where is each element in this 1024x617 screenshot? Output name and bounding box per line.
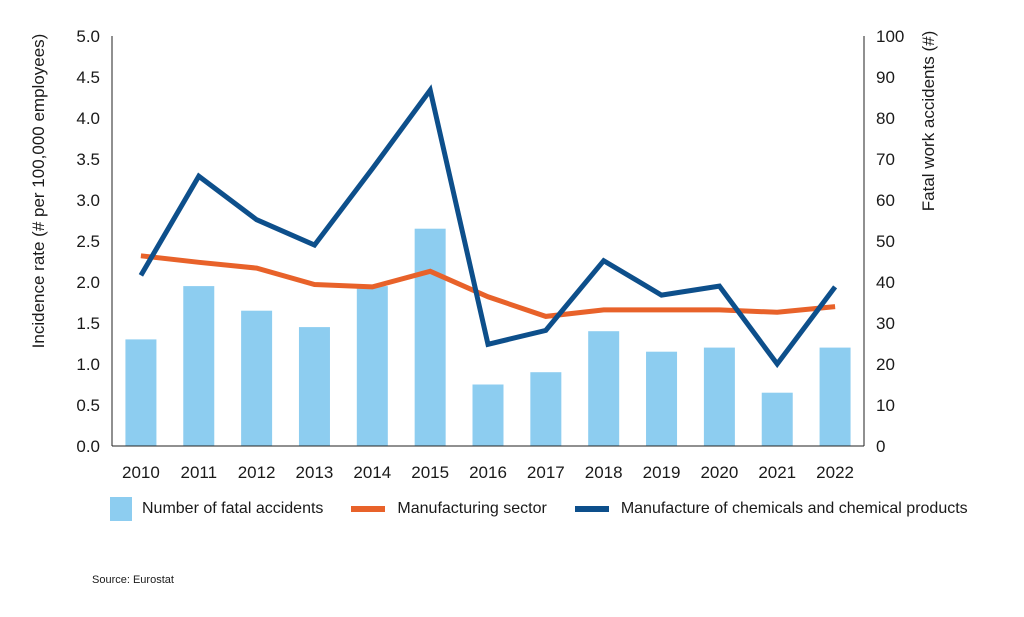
x-tick-label: 2011 (180, 463, 217, 482)
y-tick-right: 70 (876, 150, 895, 169)
x-tick-label: 2014 (353, 463, 391, 482)
bar-2022 (819, 347, 851, 446)
y-tick-right: 50 (876, 232, 895, 251)
y-tick-right: 20 (876, 355, 895, 374)
x-tick-label: 2015 (411, 463, 449, 482)
lines-layer (138, 84, 838, 369)
legend-swatch-chemicals (574, 506, 609, 512)
axes-layer (111, 36, 865, 447)
y-tick-right: 30 (876, 314, 895, 333)
y-tick-left: 1.0 (76, 355, 100, 374)
y-tick-left: 4.0 (76, 109, 100, 128)
legend-item-chemicals: Manufacture of chemicals and chemical pr… (574, 500, 968, 518)
y-tick-left: 4.5 (76, 68, 100, 87)
ticks-layer: 0.0 0.5 1.0 1.5 2.0 2.5 3.0 3.5 4.0 4.5 5.0 0 10 20 30… (76, 27, 904, 482)
legend-label-bars: Number of fatal accidents (142, 500, 324, 517)
y-tick-right: 10 (876, 396, 895, 415)
bar-2021 (761, 392, 793, 446)
y-tick-right: 100 (876, 27, 904, 46)
y-axis-title-right: Fatal work accidents (#) (919, 31, 938, 211)
y-tick-left: 3.5 (76, 150, 100, 169)
bar-2017 (530, 372, 562, 446)
y-tick-left: 2.0 (76, 273, 100, 292)
x-tick-label: 2017 (527, 463, 565, 482)
bar-2014 (356, 286, 388, 446)
x-tick-label: 2021 (758, 463, 796, 482)
bar-2016 (472, 384, 504, 446)
y-axis-title-left: Incidence rate (# per 100,000 employees) (29, 34, 48, 349)
x-tick-label: 2020 (700, 463, 738, 482)
y-tick-left: 5.0 (76, 27, 100, 46)
y-tick-right: 90 (876, 68, 895, 87)
y-tick-left: 2.5 (76, 232, 100, 251)
x-tick-label: 2016 (469, 463, 507, 482)
y-tick-right: 60 (876, 191, 895, 210)
legend-item-manufacturing: Manufacturing sector (351, 500, 547, 518)
legend: Number of fatal accidents Manufacturing … (110, 497, 996, 521)
bar-2010 (125, 339, 157, 446)
y-tick-left: 0.5 (76, 396, 100, 415)
source-note: Source: Eurostat (92, 574, 174, 586)
y-tick-right: 40 (876, 273, 895, 292)
bar-2011 (183, 286, 215, 446)
x-tick-label: 2019 (643, 463, 681, 482)
legend-swatch-bars (110, 497, 132, 521)
bar-2019 (646, 351, 678, 446)
x-tick-label: 2012 (238, 463, 276, 482)
bar-2020 (703, 347, 735, 446)
x-tick-label: 2018 (585, 463, 623, 482)
legend-label-chemicals: Manufacture of chemicals and chemical pr… (620, 500, 968, 517)
bar-2012 (241, 310, 273, 446)
y-tick-left: 0.0 (76, 437, 100, 456)
series-line-manufacturing (140, 253, 836, 319)
x-tick-label: 2010 (122, 463, 160, 482)
y-tick-left: 3.0 (76, 191, 100, 210)
x-tick-label: 2022 (816, 463, 854, 482)
y-tick-right: 0 (876, 437, 885, 456)
y-tick-right: 80 (876, 109, 895, 128)
bar-2018 (588, 331, 620, 446)
legend-swatch-manufacturing (351, 506, 386, 512)
bar-2015 (414, 228, 446, 446)
x-tick-label: 2013 (296, 463, 334, 482)
y-tick-left: 1.5 (76, 314, 100, 333)
bars-layer (125, 228, 851, 446)
legend-label-manufacturing: Manufacturing sector (397, 500, 547, 517)
bar-2013 (298, 327, 330, 446)
legend-item-bars: Number of fatal accidents (110, 497, 323, 521)
